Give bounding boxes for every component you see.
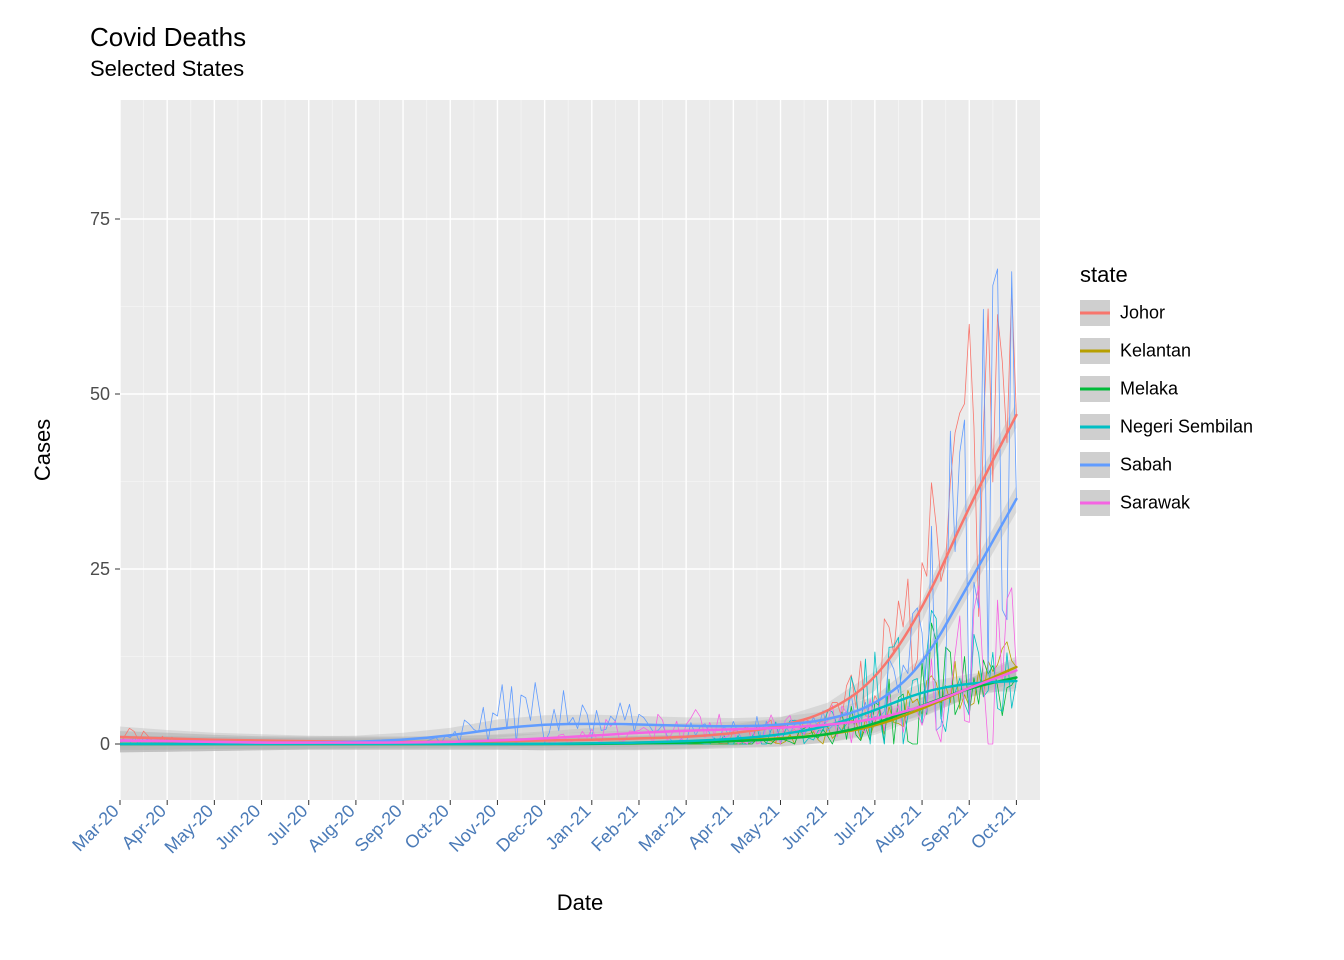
y-tick-label: 25 [90, 559, 110, 579]
x-tick-label: Jun-20 [211, 801, 264, 854]
legend-label: Sarawak [1120, 493, 1191, 513]
x-tick-label: Aug-21 [870, 801, 925, 856]
legend-item-kelantan: Kelantan [1080, 338, 1191, 364]
x-tick-label: Jan-21 [542, 801, 595, 854]
chart-svg: 0255075Mar-20Apr-20May-20Jun-20Jul-20Aug… [0, 0, 1344, 960]
legend-item-sabah: Sabah [1080, 452, 1172, 478]
x-tick-label: Oct-21 [967, 801, 1019, 853]
legend-item-melaka: Melaka [1080, 376, 1179, 402]
legend-title: state [1080, 262, 1128, 287]
x-tick-label: May-21 [727, 801, 784, 858]
chart-container: Covid Deaths Selected States 0 25 50 75 Mar-… [0, 0, 1344, 960]
x-axis-label: Date [557, 890, 603, 915]
x-tick-label: Sep-21 [917, 801, 972, 856]
chart-subtitle: Selected States [90, 56, 244, 82]
legend-item-sarawak: Sarawak [1080, 490, 1191, 516]
x-tick-label: Nov-20 [445, 801, 500, 856]
legend-label: Negeri Sembilan [1120, 417, 1253, 437]
y-axis-label: Cases [30, 419, 55, 481]
y-tick-label: 0 [100, 734, 110, 754]
x-tick-label: Mar-20 [68, 801, 122, 855]
x-tick-label: Mar-21 [635, 801, 689, 855]
y-tick-label: 75 [90, 209, 110, 229]
legend-item-negeri-sembilan: Negeri Sembilan [1080, 414, 1253, 440]
legend-label: Johor [1120, 303, 1165, 323]
legend-label: Melaka [1120, 379, 1179, 399]
x-tick-label: May-20 [161, 801, 218, 858]
y-tick-label: 50 [90, 384, 110, 404]
x-tick-label: Dec-20 [492, 801, 547, 856]
x-tick-label: Oct-20 [401, 801, 453, 853]
legend-item-johor: Johor [1080, 300, 1165, 326]
x-tick-label: Aug-20 [304, 801, 359, 856]
legend-label: Kelantan [1120, 341, 1191, 361]
x-tick-label: Jun-21 [777, 801, 830, 854]
x-tick-label: Sep-20 [351, 801, 406, 856]
chart-title: Covid Deaths [90, 22, 246, 53]
x-tick-label: Feb-21 [587, 801, 641, 855]
legend-label: Sabah [1120, 455, 1172, 475]
